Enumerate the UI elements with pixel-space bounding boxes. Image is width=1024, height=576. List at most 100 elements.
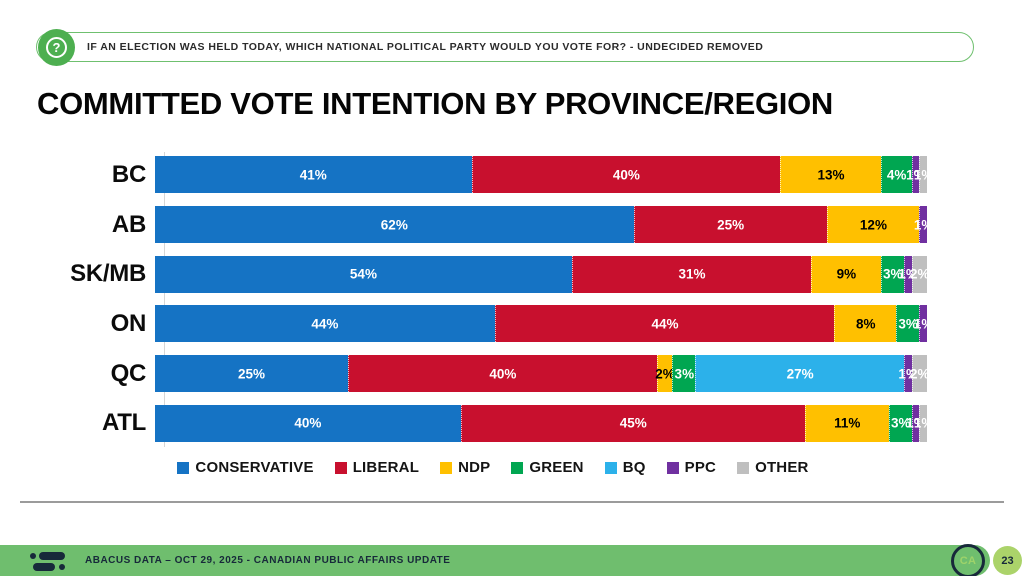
row-label: AB <box>111 210 146 238</box>
bar-segment-value: 3% <box>898 316 918 332</box>
bar-segment-ppc: 1% <box>906 156 926 194</box>
page-number-badge: 23 <box>993 546 1022 575</box>
bar-segment-value: 25% <box>237 366 266 382</box>
bar-segment-ppc: 1% <box>914 206 933 244</box>
bar-segment-liberal: 45% <box>460 404 805 442</box>
bar-segment-other: 1% <box>914 156 933 194</box>
bar-segment-value: 8% <box>855 316 876 332</box>
bar-segment-value: 3% <box>674 366 695 382</box>
legend-item-conservative: CONSERVATIVE <box>177 459 313 476</box>
question-banner: ? IF AN ELECTION WAS HELD TODAY, WHICH N… <box>36 29 974 66</box>
footer-bar: ABACUS DATA – OCT 29, 2025 - CANADIAN PU… <box>0 545 990 576</box>
logo-shape <box>39 551 65 560</box>
logo-shape <box>59 563 65 570</box>
bar-segment-value: 40% <box>489 366 517 382</box>
bar-segment-other: 2% <box>909 255 930 293</box>
row-label: ON <box>110 309 147 337</box>
bar-segment-value: 9% <box>836 266 857 282</box>
bar-segment-value: 62% <box>380 217 408 233</box>
ca-badge-text: CA <box>959 555 977 567</box>
bar-segment-value: 27% <box>786 366 814 382</box>
row-bars: 62% 25% 12% 1% <box>155 206 933 244</box>
bar-segment-ppc: 1% <box>914 305 933 343</box>
page-title: COMMITTED VOTE INTENTION BY PROVINCE/REG… <box>37 86 834 121</box>
bar-segment-ndp: 11% <box>804 404 889 442</box>
legend-label: NDP <box>458 459 491 476</box>
bar-segment-value: 2% <box>909 266 930 282</box>
bar-segment-value: 40% <box>612 167 640 183</box>
row-bars: 25% 40% 2% 3% 27% 1% 2% <box>155 355 930 393</box>
bar-segment-value: 31% <box>678 266 706 282</box>
bar-segment-value: 25% <box>717 217 745 233</box>
bar-segment-ppc: 1% <box>898 355 918 393</box>
legend-label: LIBERAL <box>352 459 420 476</box>
bar-segment-other: 1% <box>914 404 933 442</box>
bar-segment-value: 54% <box>349 266 377 282</box>
legend-label: GREEN <box>529 459 584 476</box>
legend-item-ppc: PPC <box>666 459 717 476</box>
bar-segment-ndp: 8% <box>834 305 897 343</box>
bar-segment-conservative: 44% <box>155 305 495 343</box>
bar-segment-conservative: 25% <box>155 355 348 393</box>
row-bars: 54% 31% 9% 3% 1% 2% <box>155 255 930 293</box>
bar-segment-green: 3% <box>888 404 912 442</box>
bar-segment-ndp: 13% <box>780 156 881 194</box>
legend-label: OTHER <box>755 459 809 476</box>
bar-segment-value: 13% <box>817 167 845 183</box>
question-mark-glyph: ? <box>46 37 67 58</box>
bar-segment-value: 2% <box>910 366 930 382</box>
chart-row-on: ON 44% 44% 8% 3% 1% <box>48 299 938 349</box>
bar-segment-green: 3% <box>896 305 920 343</box>
bar-segment-ndp: 9% <box>811 255 881 293</box>
divider-line <box>20 501 1004 503</box>
bar-segment-green: 3% <box>880 255 904 293</box>
bar-segment-value: 41% <box>299 167 327 183</box>
bar-segment-green: 3% <box>672 355 696 393</box>
legend-swatch-icon <box>604 461 617 474</box>
bar-segment-liberal: 40% <box>471 156 781 194</box>
question-icon: ? <box>38 29 75 66</box>
bar-segment-value: 4% <box>886 167 907 183</box>
logo-shape <box>30 552 36 559</box>
bar-segment-bq: 27% <box>695 355 904 393</box>
legend-item-liberal: LIBERAL <box>334 459 420 476</box>
legend-swatch-icon <box>737 461 750 474</box>
bar-segment-ppc: 1% <box>906 404 926 442</box>
bar-segment-value: 44% <box>311 316 339 332</box>
chart-row-atl: ATL 40% 45% 11% 3% 1% 1% <box>48 398 938 448</box>
abacus-data-logo <box>30 551 72 571</box>
row-label: SK/MB <box>70 260 146 288</box>
bar-segment-liberal: 25% <box>633 206 827 244</box>
legend-swatch-icon <box>334 461 347 474</box>
bar-segment-value: 11% <box>834 415 861 431</box>
legend-swatch-icon <box>666 461 679 474</box>
bar-segment-conservative: 62% <box>155 206 634 244</box>
stacked-bar-chart: BC 41% 40% 13% 4% 1% 1% AB 62% 25% 12% 1% SK/MB 54% 31… <box>48 150 938 449</box>
row-bars: 44% 44% 8% 3% 1% <box>155 305 933 343</box>
legend-swatch-icon <box>440 461 453 474</box>
bar-segment-conservative: 41% <box>155 156 472 194</box>
legend-item-other: OTHER <box>737 459 809 476</box>
axis-line <box>164 152 165 447</box>
row-label: BC <box>111 160 146 188</box>
chart-row-skmb: SK/MB 54% 31% 9% 3% 1% 2% <box>48 249 938 299</box>
legend-item-green: GREEN <box>511 459 584 476</box>
bar-segment-value: 3% <box>882 266 903 282</box>
row-label: ATL <box>102 409 146 437</box>
bar-segment-value: 3% <box>890 415 911 431</box>
chart-row-qc: QC 25% 40% 2% 3% 27% 1% 2% <box>48 349 938 399</box>
chart-row-bc: BC 41% 40% 13% 4% 1% 1% <box>48 150 938 200</box>
bar-segment-ppc: 1% <box>898 255 918 293</box>
chart-row-ab: AB 62% 25% 12% 1% <box>48 200 938 250</box>
bar-segment-liberal: 31% <box>571 255 812 293</box>
footer-source-text: ABACUS DATA – OCT 29, 2025 - CANADIAN PU… <box>85 555 451 566</box>
legend-item-ndp: NDP <box>440 459 490 476</box>
row-bars: 41% 40% 13% 4% 1% 1% <box>155 156 933 194</box>
legend-label: PPC <box>684 459 717 476</box>
logo-shape <box>33 562 55 571</box>
legend-item-bq: BQ <box>604 459 646 476</box>
row-bars: 40% 45% 11% 3% 1% 1% <box>155 404 933 442</box>
bar-segment-liberal: 44% <box>494 305 835 343</box>
bar-segment-ndp: 12% <box>826 206 920 244</box>
bar-segment-ndp: 2% <box>655 355 675 393</box>
